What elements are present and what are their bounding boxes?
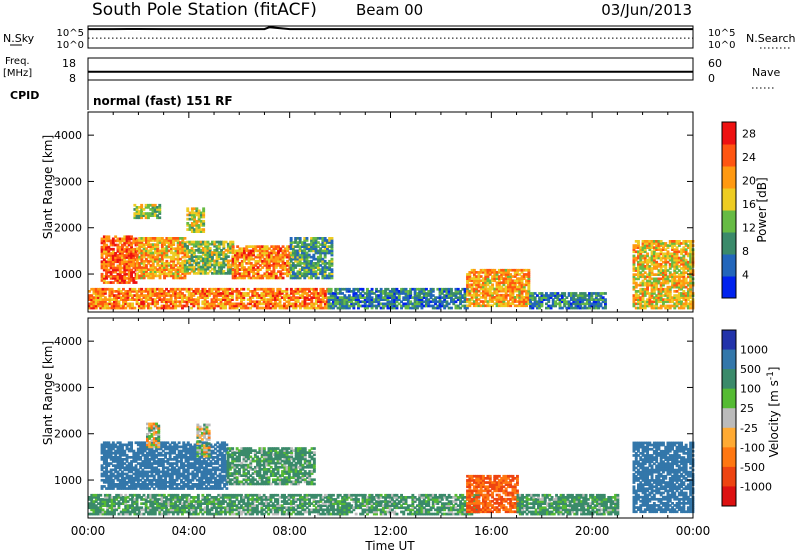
data-cell: [315, 288, 318, 291]
nave-tick-bottom: 0: [708, 72, 715, 85]
colorbar-tick-label: 20: [742, 175, 756, 188]
power-x-ticks: [88, 112, 693, 312]
colorbar-tick-label: 16: [742, 198, 756, 211]
data-cell: [282, 277, 285, 280]
freq-frame: [88, 58, 693, 80]
power-y-label: Slant Range [km]: [41, 135, 55, 239]
data-cell: [317, 277, 320, 280]
nave-tick-top: 60: [708, 57, 722, 70]
data-cell: [306, 237, 309, 240]
data-cell: [272, 288, 275, 291]
data-cell: [131, 303, 134, 306]
nsearch-label: N.Search: [746, 32, 796, 45]
data-cell: [330, 288, 333, 291]
colorbar-tick-label: 12: [742, 222, 756, 235]
data-cell: [242, 288, 245, 291]
data-cell: [299, 237, 302, 240]
y-tick-label: 2000: [54, 222, 82, 235]
data-cell: [112, 248, 115, 251]
nsearch-tick-top: 10^5: [708, 28, 735, 39]
data-cell: [107, 235, 110, 238]
data-cell: [158, 216, 161, 219]
nsky-tick-top: 10^5: [57, 28, 84, 39]
nsky-line: [88, 27, 693, 29]
freq-label: Freq.: [5, 56, 30, 67]
freq-unit-label: [MHz]: [3, 68, 32, 79]
colorbar-swatch: [722, 166, 736, 189]
data-cell: [646, 253, 649, 256]
data-cell: [604, 298, 607, 301]
data-cell: [331, 237, 334, 240]
power-frame: [88, 112, 693, 312]
date-label: 03/Jun/2013: [601, 1, 692, 19]
nave-label: Nave: [752, 66, 780, 79]
data-cell: [432, 288, 435, 291]
colorbar-tick-label: 28: [742, 128, 756, 141]
data-cell: [227, 255, 230, 258]
data-cell: [149, 307, 152, 310]
station-title: South Pole Station (fitACF): [92, 0, 317, 20]
velocity-data: [88, 423, 694, 516]
beam-label: Beam 00: [356, 1, 423, 19]
data-cell: [450, 307, 453, 310]
data-cell: [362, 288, 365, 291]
data-cell: [135, 281, 138, 284]
data-cell: [285, 288, 288, 291]
cpid-label: CPID: [10, 89, 39, 102]
data-cell: [209, 247, 212, 250]
data-cell: [563, 292, 566, 295]
nsky-tick-bottom: 10^0: [57, 40, 84, 51]
nsearch-tick-bottom: 10^0: [708, 40, 735, 51]
data-cell: [202, 207, 205, 210]
data-cell: [331, 258, 334, 261]
freq-strip: Freq. [MHz] 18 8 60 0 Nave: [3, 56, 780, 88]
data-cell: [450, 288, 453, 291]
nsky-strip: N.Sky 10^5 10^0 10^5 10^0 N.Search: [3, 26, 796, 51]
nsky-label: N.Sky: [3, 32, 35, 45]
data-cell: [202, 228, 205, 231]
colorbar-swatch: [722, 122, 736, 145]
y-tick-label: 4000: [54, 129, 82, 142]
data-cell: [186, 207, 189, 210]
freq-tick-top: 18: [62, 57, 76, 70]
data-cell: [637, 240, 640, 243]
data-cell: [99, 494, 102, 497]
data-cell: [140, 204, 143, 207]
colorbar-swatch: [722, 276, 736, 299]
colorbar-tick-label: 8: [742, 245, 749, 258]
cpid-row: CPID normal (fast) 151 RF: [10, 80, 233, 110]
data-cell: [133, 307, 136, 310]
colorbar-swatch: [722, 188, 736, 211]
power-colorbar-label: Power [dB]: [755, 177, 769, 242]
power-panel: 1000 2000 3000 4000 Slant Range [km] 4 8 12 16…: [41, 112, 769, 312]
power-colorbar: 4 8 12 16 20 24 28: [722, 122, 756, 299]
cpid-value: normal (fast) 151 RF: [93, 94, 233, 108]
colorbar-swatch: [722, 254, 736, 277]
data-cell: [197, 494, 200, 497]
data-cell: [604, 292, 607, 295]
freq-tick-bottom: 8: [69, 72, 76, 85]
data-cell: [491, 284, 494, 287]
data-cell: [158, 204, 161, 207]
data-cell: [232, 245, 235, 248]
power-data: [88, 204, 694, 310]
data-cell: [184, 237, 187, 240]
y-tick-label: 3000: [54, 175, 82, 188]
data-cell: [231, 255, 234, 258]
data-cell: [290, 237, 293, 240]
data-cell: [371, 288, 374, 291]
data-cell: [527, 269, 530, 272]
colorbar-swatch: [722, 210, 736, 233]
data-cell: [331, 268, 334, 271]
colorbar-swatch: [722, 144, 736, 167]
colorbar-swatch: [722, 232, 736, 255]
data-cell: [231, 241, 234, 244]
colorbar-tick-label: 4: [742, 269, 749, 282]
colorbar-tick-label: 24: [742, 151, 756, 164]
data-cell: [202, 220, 205, 223]
y-tick-label: 1000: [54, 268, 82, 281]
